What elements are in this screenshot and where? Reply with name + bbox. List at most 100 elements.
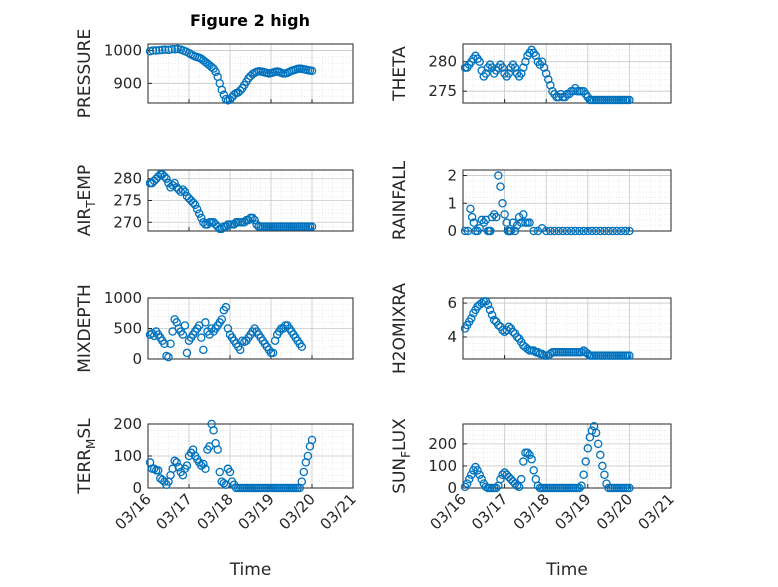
data-point	[523, 448, 532, 457]
data-point	[176, 187, 186, 197]
data-point	[299, 467, 309, 477]
data-point	[546, 226, 555, 236]
data-series	[145, 419, 317, 493]
y-tick-label: 1000	[104, 289, 142, 307]
data-point	[608, 226, 618, 236]
data-point	[496, 182, 505, 191]
y-tick-label: 1	[447, 194, 457, 212]
data-point	[199, 345, 208, 355]
y-tick-label: 100	[428, 457, 457, 475]
data-point	[581, 457, 590, 466]
data-point	[201, 464, 210, 474]
data-point	[529, 226, 538, 236]
data-point	[481, 69, 491, 78]
y-tick-label: 900	[113, 74, 142, 92]
subplot-sun_flux: 010020003/1603/1703/1803/1903/2003/21SUN…	[390, 418, 678, 580]
data-point	[221, 302, 231, 312]
data-point	[248, 213, 257, 223]
data-point	[167, 44, 177, 54]
figure-title: Figure 2 high	[190, 11, 310, 30]
data-point	[160, 339, 169, 348]
data-point	[519, 210, 528, 219]
data-point	[464, 474, 474, 484]
data-point	[510, 63, 520, 72]
data-point	[541, 69, 551, 78]
data-point	[160, 172, 169, 181]
y-tick-label: 4	[447, 328, 457, 346]
data-point	[475, 57, 484, 66]
data-point	[219, 90, 229, 100]
data-point	[217, 315, 227, 324]
data-point	[571, 226, 580, 236]
y-axis-label: SUNFLUX	[390, 418, 413, 494]
data-point	[213, 445, 222, 454]
data-point	[577, 481, 586, 491]
data-point	[268, 348, 278, 358]
data-point	[307, 222, 317, 231]
data-point	[616, 226, 626, 236]
data-point	[498, 63, 507, 72]
subplot-pressure: 900 1000 PRESSURE	[75, 29, 354, 118]
data-point	[297, 477, 306, 486]
data-point	[229, 90, 239, 100]
data-point	[625, 226, 634, 236]
data-point	[173, 44, 182, 54]
data-point	[575, 226, 584, 236]
y-axis-label: PRESSURE	[75, 29, 95, 118]
x-axis-label: Time	[545, 560, 588, 580]
data-series	[460, 421, 634, 493]
y-tick-label: 275	[428, 82, 457, 100]
y-axis-label: TERRMSL	[75, 418, 98, 495]
y-tick-label: 0	[132, 479, 142, 497]
data-point	[469, 218, 479, 227]
data-point	[598, 461, 607, 471]
data-point	[174, 462, 183, 472]
data-point	[546, 81, 555, 90]
data-point	[519, 63, 528, 72]
data-point	[575, 483, 584, 493]
data-point	[566, 226, 576, 236]
data-point	[164, 178, 173, 188]
data-point	[215, 467, 224, 477]
data-point	[529, 466, 538, 475]
y-axis-label: H2OMIXRA	[390, 283, 410, 374]
data-point	[153, 466, 163, 475]
data-point	[492, 212, 501, 222]
y-tick-label: 280	[428, 53, 457, 71]
data-point	[475, 470, 484, 480]
y-tick-label: 0	[132, 350, 142, 368]
data-point	[625, 95, 634, 105]
data-point	[508, 327, 518, 337]
data-point	[596, 226, 605, 236]
data-point	[190, 200, 200, 210]
data-point	[558, 226, 568, 236]
data-point	[600, 470, 609, 480]
data-point	[475, 223, 484, 233]
subplot-h2omixra: 4 6 H2OMIXRA	[390, 283, 672, 374]
subplot-terr_msl: 010020003/1603/1703/1803/1903/2003/21TER…	[75, 415, 360, 580]
x-tick-label: 03/20	[276, 490, 319, 533]
axes-box	[462, 43, 672, 104]
data-point	[486, 226, 495, 236]
data-point	[539, 63, 549, 72]
y-axis-label: AIRTEMP	[75, 165, 98, 236]
data-point	[211, 67, 220, 77]
x-tick-label: 03/20	[593, 490, 636, 533]
subplot-air_temp: 270 275 280 AIRTEMP	[75, 165, 354, 236]
x-tick-label: 03/17	[153, 490, 196, 533]
data-point	[500, 210, 509, 219]
data-point	[201, 318, 210, 327]
data-point	[235, 345, 245, 355]
data-point	[467, 470, 476, 480]
data-point	[240, 218, 249, 227]
data-point	[188, 198, 198, 207]
data-point	[244, 215, 253, 225]
y-tick-label: 500	[113, 320, 142, 338]
data-point	[531, 51, 541, 61]
data-series	[145, 170, 317, 234]
data-point	[593, 439, 603, 449]
subplot-rainfall: 0 1 2 RAINFALL	[390, 160, 672, 240]
data-point	[170, 456, 179, 466]
data-point	[158, 475, 167, 485]
